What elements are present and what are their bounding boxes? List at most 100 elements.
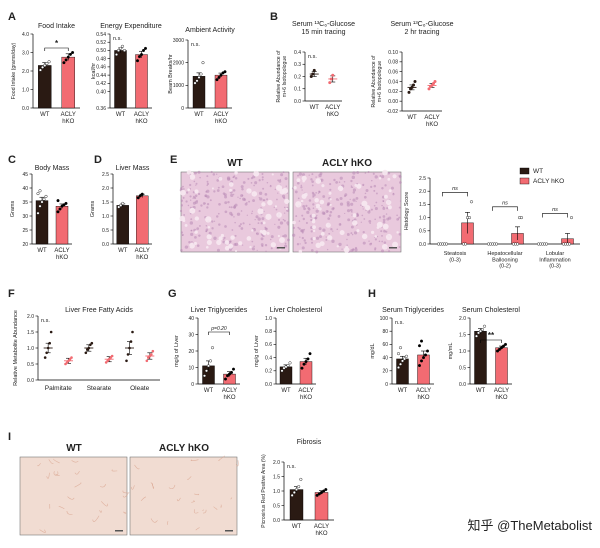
data-point xyxy=(422,356,426,360)
data-point xyxy=(38,68,42,72)
nucleus-mark xyxy=(299,236,301,238)
y-tick-label: 30 xyxy=(188,332,194,338)
data-point xyxy=(151,349,155,353)
y-tick-label: 2.0 xyxy=(27,314,34,320)
nucleus-mark xyxy=(206,195,210,199)
nucleus-mark xyxy=(339,176,343,180)
y-tick-label: 0.52 xyxy=(96,40,106,46)
nucleus-mark xyxy=(283,234,287,238)
data-point xyxy=(413,80,417,83)
nucleus-mark xyxy=(193,180,196,183)
data-point xyxy=(320,490,324,494)
chart-title: Energy Expenditure xyxy=(100,23,162,30)
bar xyxy=(114,50,127,109)
nucleus-mark xyxy=(254,181,258,185)
data-point xyxy=(150,353,153,356)
x-tick-label: Stearate xyxy=(87,385,112,392)
data-point xyxy=(204,369,208,373)
significance-label: n.s. xyxy=(113,36,122,42)
scale-bar xyxy=(225,530,233,532)
data-point xyxy=(120,44,124,48)
y-tick-label: 1.5 xyxy=(27,330,34,336)
nucleus-mark xyxy=(255,215,259,219)
vacuole-mark xyxy=(319,241,325,247)
vacuole-mark xyxy=(356,229,360,233)
y-tick-label: 0.8 xyxy=(265,329,272,335)
nucleus-mark xyxy=(205,228,209,232)
data-point xyxy=(405,354,409,358)
nucleus-mark xyxy=(384,184,387,187)
nucleus-mark xyxy=(279,221,284,225)
fiber-mark xyxy=(195,527,200,531)
y-tick-label: 0.36 xyxy=(96,106,106,112)
nucleus-mark xyxy=(198,234,201,237)
nucleus-mark xyxy=(350,225,354,229)
nucleus-mark xyxy=(239,197,241,200)
nucleus-mark xyxy=(261,176,264,179)
nucleus-mark xyxy=(247,177,250,180)
legend-label: WT xyxy=(533,168,543,175)
nucleus-mark xyxy=(370,185,373,189)
nucleus-mark xyxy=(315,176,317,178)
nucleus-mark xyxy=(233,216,235,218)
nucleus-mark xyxy=(346,244,348,246)
nucleus-mark xyxy=(234,234,237,237)
image-label-ko: ACLY hKO xyxy=(159,443,209,454)
nucleus-mark xyxy=(329,188,332,191)
nucleus-mark xyxy=(274,188,277,191)
x-tick-label: ACLY hKO xyxy=(298,388,313,401)
fiber-mark xyxy=(55,471,59,475)
nucleus-mark xyxy=(386,207,389,210)
nucleus-mark xyxy=(270,247,273,250)
y-tick-label: 0.1 xyxy=(294,87,301,93)
vacuole-mark xyxy=(396,231,399,234)
nucleus-mark xyxy=(264,243,268,247)
data-point xyxy=(84,351,88,355)
vacuole-mark xyxy=(276,212,282,218)
nucleus-mark xyxy=(365,209,367,212)
vacuole-mark xyxy=(300,199,304,203)
data-point xyxy=(128,346,131,350)
vacuole-mark xyxy=(216,239,222,246)
fiber-mark xyxy=(168,484,176,490)
nucleus-mark xyxy=(297,226,300,229)
y-tick-label: 20 xyxy=(382,369,388,375)
vacuole-mark xyxy=(234,171,238,175)
vacuole-mark xyxy=(277,234,281,238)
data-point xyxy=(420,339,424,343)
vacuole-mark xyxy=(337,185,344,192)
data-point xyxy=(137,55,141,59)
bar xyxy=(474,331,487,385)
y-tick-label: 2.0 xyxy=(273,460,280,466)
data-point xyxy=(496,349,500,353)
vacuole-mark xyxy=(296,178,301,183)
x-tick-label: WT xyxy=(40,112,50,118)
bar xyxy=(35,200,49,245)
nucleus-mark xyxy=(226,176,231,180)
data-point xyxy=(138,194,142,198)
nucleus-mark xyxy=(310,230,313,233)
vacuole-mark xyxy=(220,233,225,238)
nucleus-mark xyxy=(301,189,303,191)
nucleus-mark xyxy=(192,195,196,198)
nucleus-mark xyxy=(238,224,241,228)
y-tick-label: 0.10 xyxy=(388,50,398,56)
nucleus-mark xyxy=(189,183,192,187)
nucleus-mark xyxy=(194,194,198,198)
data-point xyxy=(129,340,133,343)
y-tick-label: 0.5 xyxy=(102,228,109,234)
significance-bracket xyxy=(492,206,518,211)
nucleus-mark xyxy=(311,184,314,187)
fiber-mark xyxy=(74,471,80,475)
nucleus-mark xyxy=(218,202,221,206)
y-tick-label: 0 xyxy=(181,106,184,112)
nucleus-mark xyxy=(398,246,401,248)
nucleus-mark xyxy=(246,202,248,204)
nucleus-mark xyxy=(185,200,188,203)
y-axis-label: Grams xyxy=(90,201,96,218)
vacuole-mark xyxy=(315,178,322,184)
nucleus-mark xyxy=(382,200,385,202)
x-tick-label: ACLY hKO xyxy=(416,388,431,401)
x-tick-label: ACLY hKO xyxy=(61,112,76,125)
data-point xyxy=(302,362,306,366)
